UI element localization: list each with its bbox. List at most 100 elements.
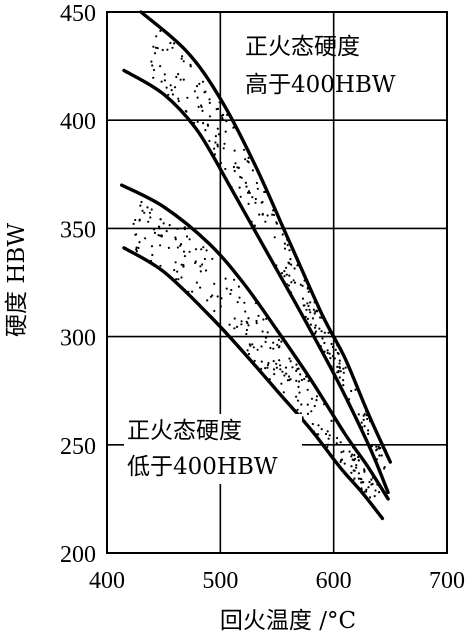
y-tick-label: 200 — [60, 542, 96, 568]
stipple-dot — [134, 218, 137, 222]
stipple-dot — [342, 450, 345, 453]
stipple-dot — [297, 367, 300, 370]
stipple-dot — [353, 477, 356, 480]
stipple-dot — [177, 278, 180, 281]
stipple-dot — [240, 320, 243, 323]
stipple-dot — [230, 288, 233, 292]
stipple-dot — [213, 309, 216, 313]
stipple-dot — [200, 248, 203, 251]
high-band-lower-curve — [122, 68, 390, 495]
stipple-dot — [154, 46, 158, 49]
stipple-dot — [313, 404, 316, 408]
stipple-dot — [254, 197, 257, 201]
stipple-dot — [314, 330, 317, 333]
stipple-dot — [282, 391, 285, 394]
stipple-dot — [260, 360, 263, 363]
stipple-dot — [344, 366, 347, 369]
stipple-dot — [138, 241, 141, 244]
stipple-dot — [340, 459, 343, 462]
stipple-dot — [169, 84, 172, 87]
stipple-dot — [255, 319, 258, 323]
stipple-dot — [224, 130, 227, 133]
stipple-dot — [287, 375, 291, 378]
stipple-dot — [183, 228, 186, 231]
stipple-dot — [247, 202, 250, 205]
stipple-dot — [352, 469, 355, 472]
stipple-dot — [157, 234, 160, 237]
stipple-dot — [135, 248, 138, 251]
stipple-dot — [326, 430, 329, 433]
stipple-dot — [360, 421, 363, 424]
stipple-dot — [236, 166, 239, 169]
stipple-dot — [281, 370, 284, 373]
stipple-dot — [293, 267, 296, 270]
high-band-upper-curve — [139, 10, 392, 464]
stipple-dot — [320, 330, 323, 333]
stipple-dot — [235, 325, 239, 328]
stipple-dot — [202, 246, 205, 249]
y-tick-label: 450 — [60, 1, 96, 27]
stipple-dot — [228, 323, 231, 326]
stipple-dot — [352, 459, 356, 462]
stipple-dot — [363, 413, 366, 416]
stipple-dot — [378, 454, 381, 457]
stipple-dot — [233, 327, 236, 330]
stipple-dot — [271, 213, 274, 216]
stipple-dot — [307, 304, 310, 308]
stipple-dot — [239, 195, 242, 198]
stipple-dot — [162, 222, 165, 225]
stipple-dot — [177, 100, 180, 103]
stipple-dot — [323, 331, 326, 334]
stipple-dot — [298, 391, 301, 394]
stipple-dot — [321, 337, 324, 340]
x-tick-label: 500 — [202, 568, 238, 594]
stipple-dot — [183, 226, 186, 229]
stipple-dot — [275, 222, 278, 225]
y-tick-label: 400 — [60, 109, 96, 135]
stipple-dot — [281, 233, 284, 236]
stipple-dot — [310, 410, 313, 413]
stipple-dot — [233, 317, 236, 320]
stipple-dot — [338, 366, 342, 369]
stipple-dot — [166, 48, 169, 51]
stipple-dot — [363, 468, 366, 471]
stipple-dot — [202, 122, 205, 125]
stipple-dot — [309, 311, 312, 314]
stipple-dot — [159, 218, 162, 221]
stipple-dot — [255, 181, 258, 185]
stipple-dot — [365, 488, 368, 491]
stipple-dot — [262, 318, 265, 321]
stipple-dot — [266, 366, 269, 369]
stipple-dot — [176, 246, 179, 249]
stipple-dot — [201, 109, 204, 112]
stipple-dot — [216, 143, 219, 146]
stipple-dot — [247, 161, 250, 164]
stipple-dot — [224, 167, 227, 171]
stipple-dot — [249, 344, 252, 347]
stipple-dot — [299, 283, 302, 286]
stipple-dot — [369, 496, 372, 499]
stipple-dot — [146, 206, 149, 209]
stipple-dot — [168, 224, 171, 227]
stipple-dot — [260, 345, 263, 348]
stipple-dot — [366, 417, 369, 421]
stipple-dot — [225, 287, 228, 290]
stipple-dot — [290, 281, 293, 284]
stipple-dot — [373, 495, 376, 498]
stipple-dot — [152, 228, 156, 231]
stipple-dot — [163, 79, 166, 82]
stipple-dot — [244, 181, 247, 184]
stipple-dot — [383, 467, 386, 470]
stipple-dot — [272, 213, 276, 217]
stipple-dot — [288, 262, 291, 265]
stipple-dot — [165, 86, 168, 89]
stipple-dot — [167, 93, 170, 96]
stipple-dot — [213, 282, 216, 285]
stipple-dot — [138, 218, 141, 221]
stipple-dot — [135, 250, 138, 253]
stipple-dot — [213, 147, 216, 150]
stipple-dot — [288, 378, 291, 382]
stipple-dot — [339, 370, 342, 373]
stipple-dot — [149, 216, 152, 219]
stipple-dot — [350, 389, 353, 393]
